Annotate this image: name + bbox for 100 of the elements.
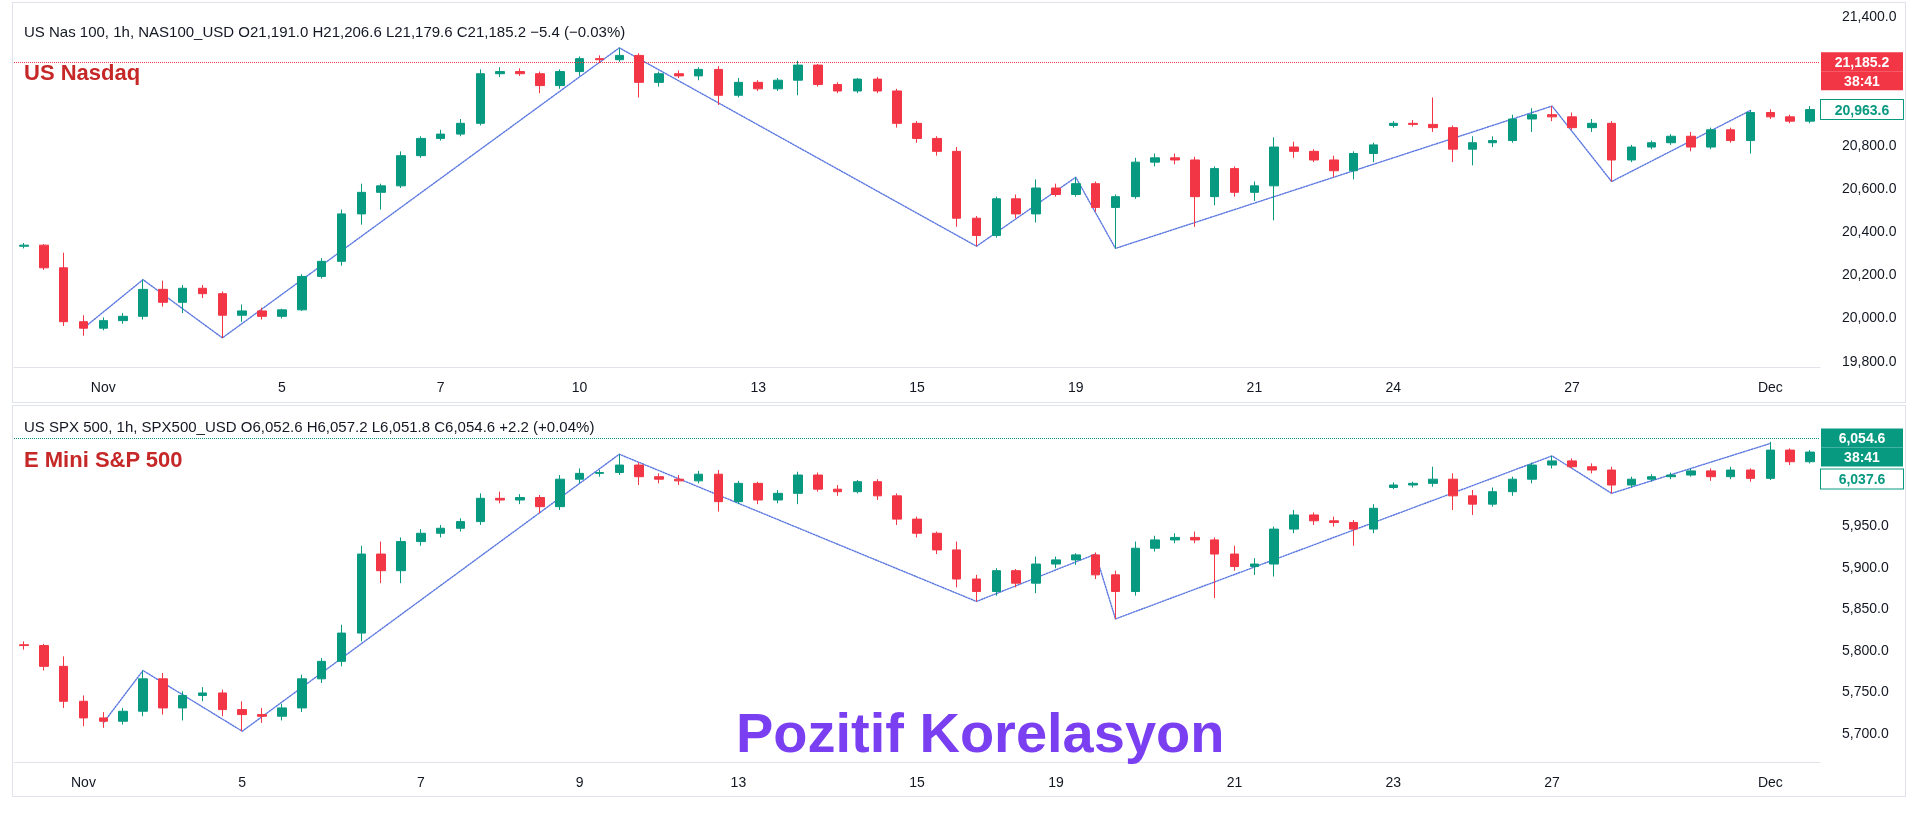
candlestick: [1269, 526, 1279, 578]
x-tick-label: 10: [571, 379, 588, 395]
candlestick: [1805, 105, 1815, 124]
candlestick: [654, 71, 664, 88]
candlestick: [833, 484, 842, 497]
candlestick: [773, 489, 783, 504]
candlestick: [1508, 476, 1517, 497]
candlestick: [297, 674, 307, 713]
y-tick-label: 5,700.0: [1842, 724, 1889, 741]
candlestick: [198, 686, 207, 702]
candlestick: [1508, 114, 1517, 144]
x-tick-label: 21: [1246, 379, 1263, 395]
candlestick: [1150, 535, 1160, 553]
candlestick: [1488, 135, 1497, 148]
candlestick: [1111, 193, 1120, 249]
candlestick: [357, 183, 366, 226]
y-tick-label: 20,400.0: [1842, 223, 1897, 240]
candlestick: [615, 453, 624, 476]
y-tick-label: 21,400.0: [1842, 7, 1897, 24]
candlestick: [337, 624, 346, 667]
x-tick-label: 27: [1564, 379, 1580, 395]
candlestick: [535, 494, 545, 514]
candlestick: [1250, 181, 1259, 202]
candlestick: [1805, 449, 1815, 464]
text: 38:41: [1844, 449, 1881, 466]
candlestick: [495, 491, 505, 504]
candlestick: [1408, 481, 1418, 489]
candlestick: [595, 469, 604, 478]
candlestick: [1011, 568, 1021, 588]
candlestick: [1071, 176, 1081, 198]
x-tick-label: 15: [909, 379, 925, 395]
candlestick: [1408, 119, 1418, 128]
candlestick: [773, 77, 783, 92]
annotation: Pozitif Korelasyon: [735, 700, 1225, 764]
candlestick: [1627, 144, 1636, 163]
candlestick: [158, 280, 168, 308]
candlestick: [376, 183, 386, 211]
candlestick: [1031, 556, 1041, 594]
text: US Nasdaq: [24, 59, 141, 85]
text: 20,963.6: [1834, 102, 1890, 119]
candlestick: [138, 670, 148, 717]
candlestick: [892, 88, 902, 129]
candlestick: [1190, 156, 1200, 228]
candlestick: [495, 66, 505, 78]
candlestick: [277, 308, 287, 319]
candlestick: [178, 690, 187, 721]
candlestick: [1309, 511, 1319, 526]
candlestick: [1666, 133, 1676, 146]
candlestick: [1091, 181, 1100, 213]
candlestick: [912, 120, 922, 144]
candlestick: [1190, 531, 1200, 544]
candlestick: [734, 77, 743, 98]
candlestick: [853, 77, 862, 94]
candlestick: [1091, 551, 1100, 580]
candlestick: [19, 640, 29, 651]
candlestick: [615, 47, 624, 63]
candlestick: [456, 517, 465, 533]
candlestick: [1706, 467, 1716, 482]
candlestick: [456, 118, 465, 137]
text: E Mini S&P 500: [24, 446, 183, 472]
candlestick: [992, 196, 1001, 239]
candlestick: [734, 480, 743, 505]
candlestick: [932, 531, 942, 555]
candlestick: [476, 68, 485, 126]
candlestick: [873, 76, 882, 94]
candlestick: [793, 471, 803, 505]
x-tick-label: 15: [909, 774, 925, 790]
y-tick-label: 20,200.0: [1842, 266, 1897, 283]
candlestick: [59, 655, 68, 709]
x-tick-label: Dec: [1757, 774, 1783, 790]
y-tick-label: 5,900.0: [1842, 558, 1889, 575]
y-tick-label: 20,600.0: [1842, 180, 1897, 197]
candlestick: [178, 284, 187, 314]
candlestick: [158, 672, 168, 716]
text: US Nas 100, 1h, NAS100_USD O21,191.0 H21,206.6 L21,179.6 C21,185.2 −5.4 (−0.03%): [24, 23, 626, 40]
candlestick: [1726, 127, 1735, 144]
x-tick-label: 19: [1048, 774, 1064, 790]
ref-line-label: 6,054.6: [1838, 430, 1886, 447]
candlestick: [833, 81, 842, 94]
candlestick: [932, 135, 942, 157]
y-tick-label: 5,950.0: [1842, 516, 1889, 533]
candlestick: [1785, 114, 1795, 124]
candlestick: [634, 462, 644, 486]
candlestick: [1706, 127, 1716, 150]
candlestick: [118, 312, 128, 325]
candlestick: [59, 252, 68, 327]
text: 6,037.6: [1838, 471, 1886, 488]
candlestick: [1647, 473, 1656, 483]
candlestick: [1269, 136, 1279, 221]
y-tick-label: 5,850.0: [1842, 600, 1889, 617]
candlestick: [1111, 570, 1120, 620]
candlestick: [1726, 466, 1735, 480]
candlestick: [555, 68, 565, 90]
candlestick: [218, 689, 227, 717]
candlestick: [1448, 472, 1458, 511]
y-tick-label: 19,800.0: [1842, 352, 1897, 369]
y-tick-label: 5,750.0: [1842, 683, 1889, 700]
x-tick-label: 23: [1385, 774, 1402, 790]
candlestick: [515, 493, 525, 505]
candlestick: [198, 284, 207, 299]
